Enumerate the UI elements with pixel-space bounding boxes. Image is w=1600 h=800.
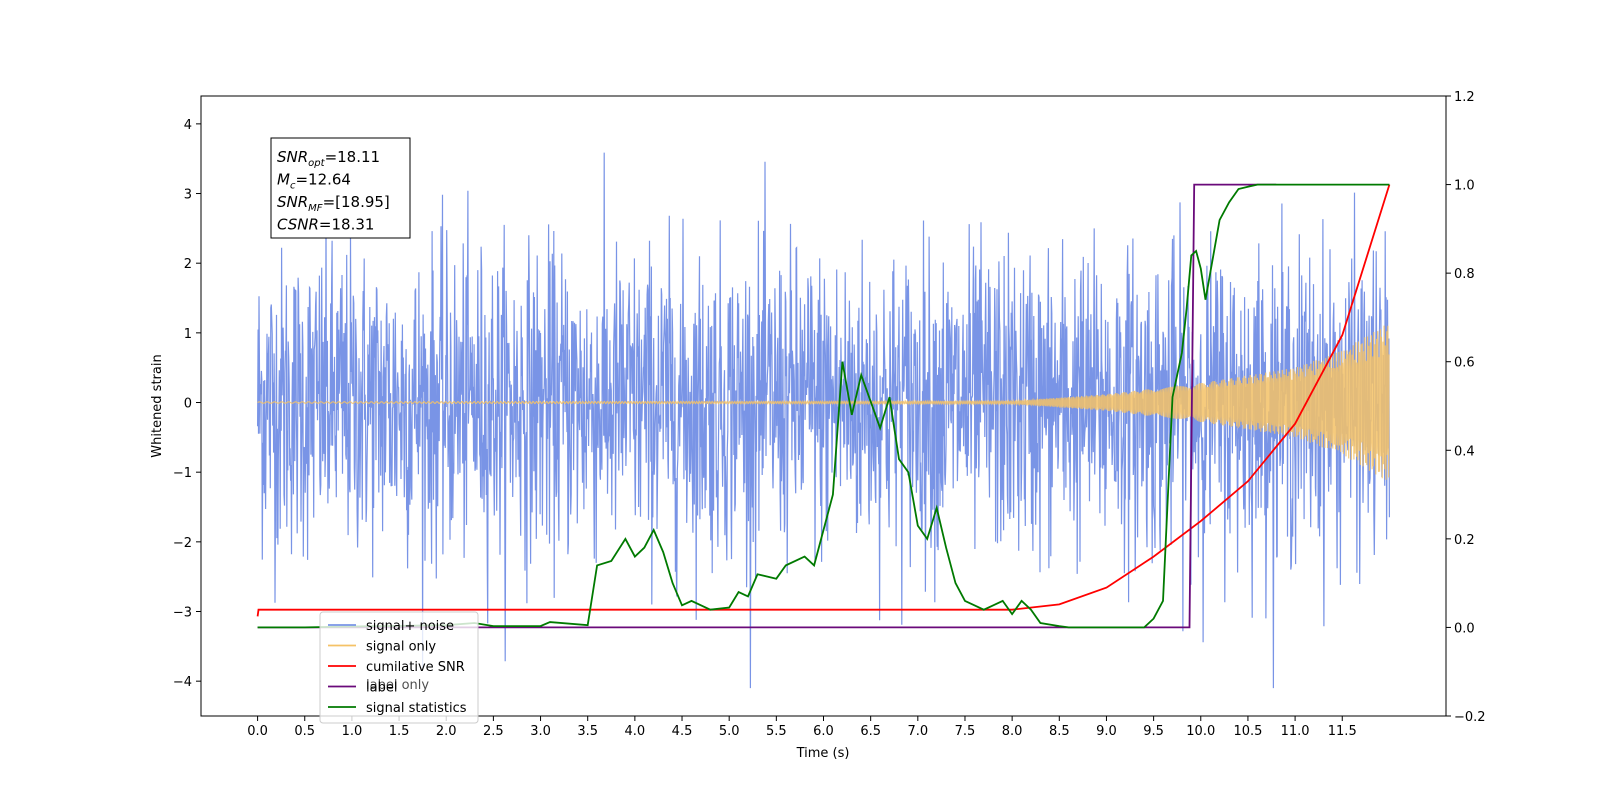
x-tick-label: 6.0 xyxy=(813,724,834,739)
x-tick-label: 2.0 xyxy=(436,724,457,739)
x-tick-label: 2.5 xyxy=(483,724,504,739)
y2-tick-label: 0.6 xyxy=(1454,356,1475,371)
y-tick-label: −3 xyxy=(173,606,192,621)
signal-plus-noise-line xyxy=(257,152,1390,689)
annotation-line: CSNR=18.31 xyxy=(277,216,374,234)
series-signal-plus-noise xyxy=(257,152,1390,689)
legend: label only signal+ noise signal only cumila… xyxy=(319,611,479,724)
legend-entry-label: cumilative SNR xyxy=(366,660,465,675)
x-tick-label: 1.5 xyxy=(389,724,410,739)
y2-tick-label: 0.4 xyxy=(1454,444,1475,459)
x-tick-label: 3.0 xyxy=(530,724,551,739)
y2-tick-label: −0.2 xyxy=(1454,710,1486,725)
y-tick-label: 3 xyxy=(184,188,192,203)
y-tick-label: 1 xyxy=(184,327,192,342)
annotation-line: SNRMF=[18.95] xyxy=(277,193,390,214)
y-tick-label: 0 xyxy=(184,397,192,412)
x-tick-label: 4.5 xyxy=(672,724,693,739)
x-tick-label: 5.5 xyxy=(766,724,787,739)
series-lines xyxy=(256,183,1391,629)
x-tick-label: 10.5 xyxy=(1233,724,1262,739)
y-tick-label: −1 xyxy=(173,466,192,481)
y-tick-label: −2 xyxy=(173,536,192,551)
annotation-line: Mc=12.64 xyxy=(277,171,351,192)
x-tick-label: 7.5 xyxy=(955,724,976,739)
x-tick-label: 0.5 xyxy=(294,724,315,739)
x-tick-label: 9.5 xyxy=(1143,724,1164,739)
y2-tick-label: 0.0 xyxy=(1454,621,1475,636)
x-tick-label: 0.0 xyxy=(247,724,268,739)
annotation-line: SNRopt=18.11 xyxy=(277,148,380,169)
y-tick-label: −4 xyxy=(173,675,192,690)
label-line xyxy=(257,183,1277,629)
x-axis: 0.0 0.5 1.0 1.5 2.0 2.5 3.0 3.5 4.0 4.5 5.0 5.5 6.0 6… xyxy=(247,716,1357,739)
x-tick-label: 6.5 xyxy=(860,724,881,739)
y-tick-label: 4 xyxy=(184,118,192,133)
legend-overlapped-text: label only xyxy=(366,678,429,693)
y-axis-left: 4 3 2 1 0 −1 −2 −3 −4 xyxy=(173,118,201,690)
legend-frame xyxy=(319,611,479,724)
x-tick-label: 7.0 xyxy=(907,724,928,739)
y-tick-label: 2 xyxy=(184,257,192,272)
x-tick-label: 9.0 xyxy=(1096,724,1117,739)
annotation-frame xyxy=(270,137,411,239)
signal-statistics-line xyxy=(257,183,1390,629)
x-tick-label: 8.0 xyxy=(1002,724,1023,739)
x-tick-label: 11.5 xyxy=(1328,724,1357,739)
series-signal-only xyxy=(257,325,1390,480)
x-tick-label: 1.0 xyxy=(342,724,363,739)
y-axis-label: Whitened strain xyxy=(150,354,165,457)
legend-entry-label: label xyxy=(366,681,397,696)
y2-tick-label: 0.2 xyxy=(1454,533,1475,548)
x-tick-label: 4.0 xyxy=(625,724,646,739)
cumulative-snr-line xyxy=(256,184,1391,617)
x-tick-label: 5.0 xyxy=(719,724,740,739)
signal-only-line xyxy=(257,325,1390,480)
legend-entry-label: signal only xyxy=(366,640,436,655)
x-tick-label: 3.5 xyxy=(577,724,598,739)
x-axis-label: Time (s) xyxy=(796,746,850,761)
y2-tick-label: 1.0 xyxy=(1454,179,1475,194)
y2-tick-label: 0.8 xyxy=(1454,267,1475,282)
x-tick-label: 11.0 xyxy=(1281,724,1310,739)
legend-entry-label: signal+ noise xyxy=(366,619,454,634)
x-tick-label: 8.5 xyxy=(1049,724,1070,739)
legend-entry-label: signal statistics xyxy=(366,701,467,716)
y-axis-right: 1.2 1.0 0.8 0.6 0.4 0.2 0.0 −0.2 xyxy=(1446,90,1486,725)
y2-tick-label: 1.2 xyxy=(1454,90,1475,105)
x-tick-label: 10.0 xyxy=(1186,724,1215,739)
